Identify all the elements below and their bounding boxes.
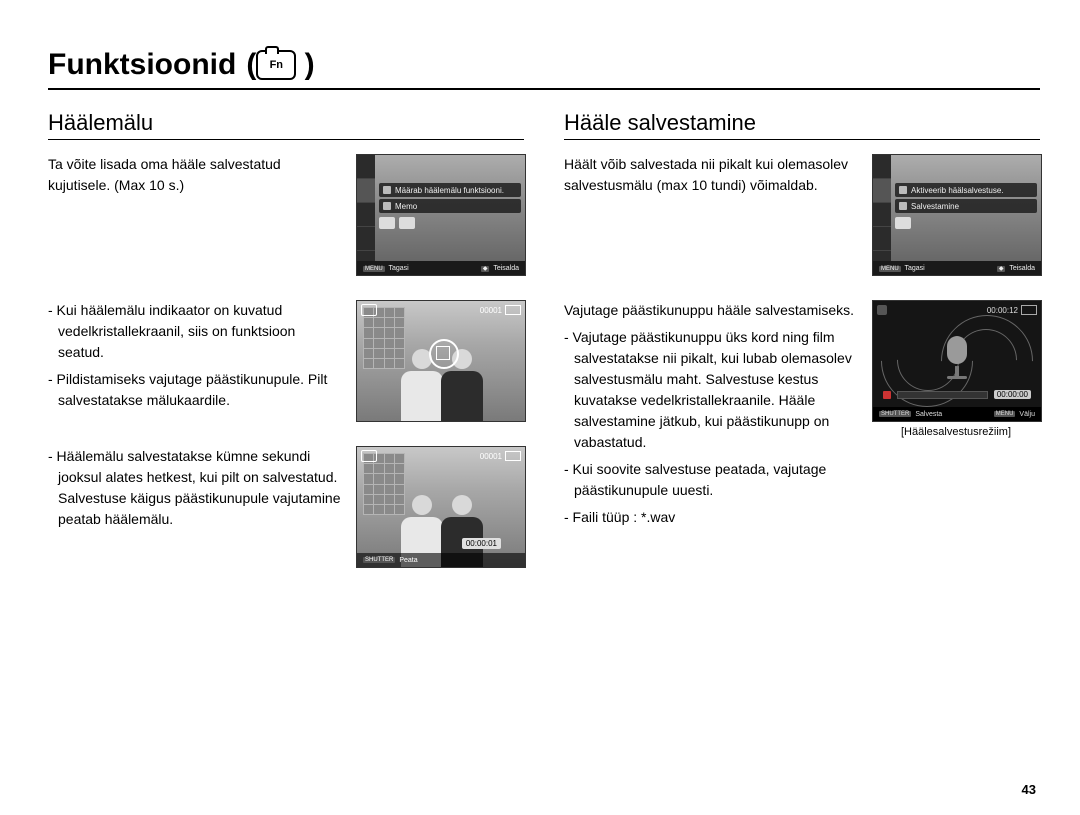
- shutter-key-label: SHUTTER: [363, 557, 395, 563]
- battery-icon: [505, 451, 521, 461]
- camera-fn-icon: Fn: [256, 50, 296, 80]
- left-column: Häälemälu Ta võite lisada oma hääle salv…: [48, 110, 524, 592]
- battery-icon: [1021, 305, 1037, 315]
- r-lcd-move: Teisalda: [1009, 265, 1035, 272]
- page-number: 43: [1022, 782, 1036, 797]
- recording-timer: 00:00:01: [462, 538, 501, 549]
- progress-time: 00:00:00: [994, 390, 1031, 399]
- exit-label: Välju: [1019, 411, 1035, 418]
- lcd-menu-line1: Määrab häälemälu funktsiooni.: [395, 186, 504, 195]
- shutter-key: SHUTTER: [879, 411, 911, 417]
- lcd-photo-preview: 00001: [356, 300, 526, 422]
- stop-label: Peata: [399, 557, 417, 564]
- right-heading: Hääle salvestamine: [564, 110, 1040, 140]
- frame-counter-3: 00001: [480, 452, 502, 461]
- lcd-menu-screenshot: Määrab häälemälu funktsiooni. Memo MENU …: [356, 154, 526, 276]
- microphone-icon: [947, 336, 967, 379]
- left-bullet-0: - Kui häälemälu indikaator on kuvatud ve…: [48, 300, 344, 363]
- right-intro-text: Häält võib salvestada nii pikalt kui ole…: [564, 154, 860, 276]
- left-lcd-menu-thumb: Määrab häälemälu funktsiooni. Memo MENU …: [356, 154, 524, 276]
- frame-counter: 00001: [480, 306, 502, 315]
- lcd-menu-screenshot-right: Aktiveerib häälsalvestuse. Salvestamine …: [872, 154, 1042, 276]
- right-row-1: Häält võib salvestada nii pikalt kui ole…: [564, 154, 1040, 276]
- lcd-voice-mode: 00:00:12: [872, 300, 1042, 422]
- left-row-2: - Kui häälemälu indikaator on kuvatud ve…: [48, 300, 524, 422]
- left-intro-text: Ta võite lisada oma hääle salvestatud ku…: [48, 154, 344, 276]
- r-lcd-menu-line1: Aktiveerib häälsalvestuse.: [911, 186, 1004, 195]
- record-indicator-icon: [883, 391, 891, 399]
- left-row-3: - Häälemälu salvestatakse kümne sekundi …: [48, 446, 524, 568]
- left-bullets-b: - Häälemälu salvestatakse kümne sekundi …: [48, 446, 344, 568]
- right-bullet-2: - Faili tüüp : *.wav: [564, 507, 860, 528]
- right-lead: Vajutage päästikunuppu hääle salvestamis…: [564, 300, 860, 321]
- progress-bar: [897, 391, 988, 399]
- lcd-move: Teisalda: [493, 265, 519, 272]
- mode-icon: [877, 305, 887, 315]
- right-lcd-menu-thumb: Aktiveerib häälsalvestuse. Salvestamine …: [872, 154, 1040, 276]
- lcd-photo-recording-preview: 00001 00:00:01 SHUTTER Peata: [356, 446, 526, 568]
- left-bullet-2: - Häälemälu salvestatakse kümne sekundi …: [48, 446, 344, 530]
- menu-key: MENU: [994, 411, 1016, 417]
- lcd-menu-line2: Memo: [395, 202, 417, 211]
- left-lcd-photo-focus: 00001: [356, 300, 524, 422]
- left-bullet-1: - Pildistamiseks vajutage päästikunupule…: [48, 369, 344, 411]
- left-heading: Häälemälu: [48, 110, 524, 140]
- right-bullet-1: - Kui soovite salvestuse peatada, vajuta…: [564, 459, 860, 501]
- left-bullets-a: - Kui häälemälu indikaator on kuvatud ve…: [48, 300, 344, 422]
- voice-elapsed: 00:00:12: [987, 306, 1018, 315]
- right-bullet-0: - Vajutage päästikunuppu üks kord ning f…: [564, 327, 860, 453]
- left-lcd-photo-recording: 00001 00:00:01 SHUTTER Peata: [356, 446, 524, 568]
- page-title: Funktsioonid: [48, 48, 236, 82]
- camera-mode-icon: [361, 450, 377, 462]
- right-lcd-voice-thumb: 00:00:12: [872, 300, 1040, 534]
- left-row-1: Ta võite lisada oma hääle salvestatud ku…: [48, 154, 524, 276]
- camera-mode-icon: [361, 304, 377, 316]
- r-lcd-back: Tagasi: [905, 265, 925, 272]
- voice-memo-focus-icon: [429, 339, 459, 369]
- close-paren: ): [296, 48, 314, 82]
- save-label: Salvesta: [915, 411, 942, 418]
- two-column-layout: Häälemälu Ta võite lisada oma hääle salv…: [48, 110, 1040, 592]
- right-column: Hääle salvestamine Häält võib salvestada…: [564, 110, 1040, 592]
- right-body-text: Vajutage päästikunuppu hääle salvestamis…: [564, 300, 860, 534]
- page-title-row: Funktsioonid ( Fn ): [48, 48, 1040, 90]
- right-row-2: Vajutage päästikunuppu hääle salvestamis…: [564, 300, 1040, 534]
- voice-mode-caption: [Häälesalvestusrežiim]: [872, 426, 1040, 438]
- battery-icon: [505, 305, 521, 315]
- lcd-back: Tagasi: [389, 265, 409, 272]
- r-lcd-menu-line2: Salvestamine: [911, 202, 959, 211]
- open-paren: (: [246, 48, 256, 82]
